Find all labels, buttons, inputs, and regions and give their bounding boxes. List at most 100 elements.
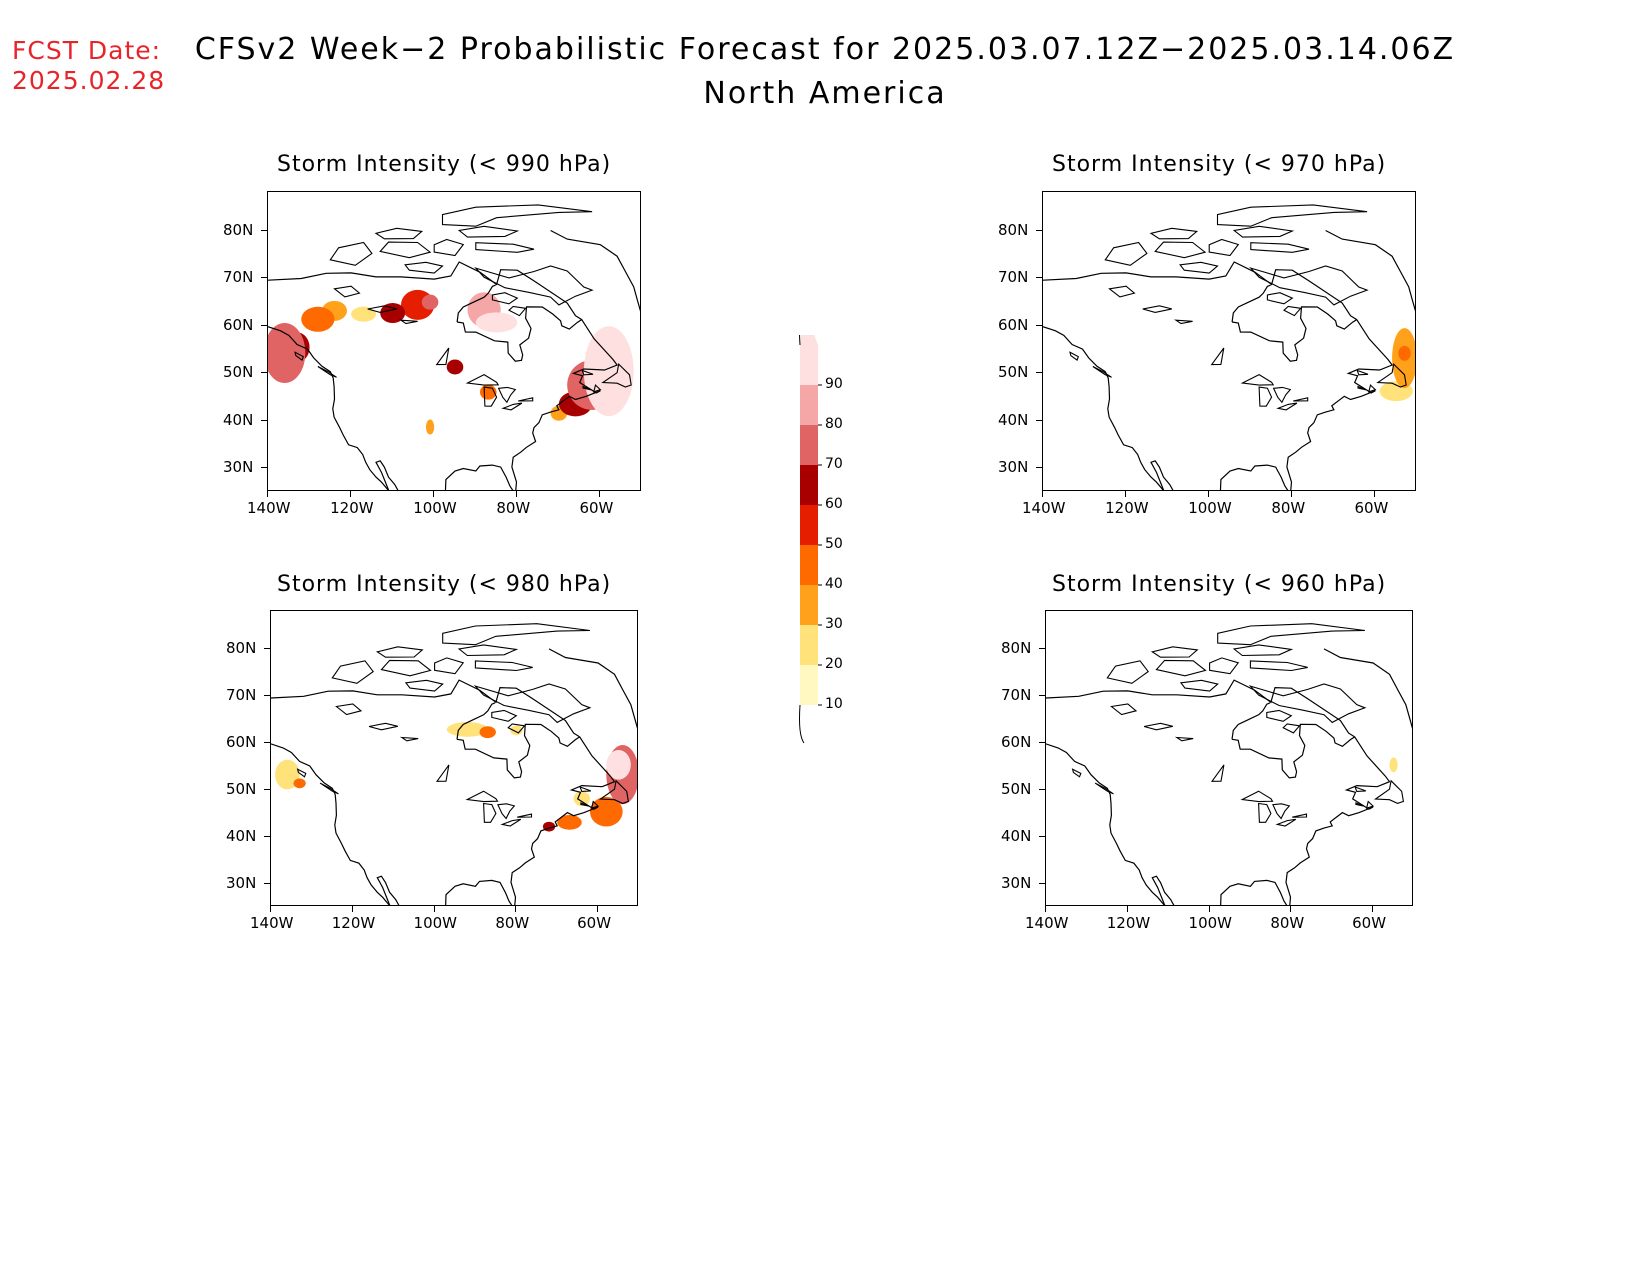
latitude-tick-label: 60N [223,315,254,334]
coastline [457,306,583,362]
coastline [1150,460,1174,490]
probability-region [268,323,306,384]
longitude-tick [1372,906,1374,912]
latitude-tick [264,648,270,650]
latitude-tick-label: 50N [1001,779,1032,798]
longitude-tick-label: 80W [1270,914,1305,932]
longitude-tick-label: 100W [413,499,457,517]
island-or-lake-outline [1293,397,1309,402]
colorbar-label: 50 [825,536,843,552]
colorbar-segment [800,585,818,625]
longitude-tick [350,491,352,497]
coastline [548,648,637,729]
longitude-tick-label: 60W [1352,914,1387,932]
map-970 [1042,191,1416,491]
island-or-lake-outline [518,397,534,402]
latitude-tick [264,695,270,697]
island-or-lake-outline [433,238,465,257]
latitude-tick-label: 40N [226,826,257,845]
colorbar-label: 70 [825,456,843,472]
longitude-tick-label: 80W [496,499,531,517]
longitude-tick [1126,906,1128,912]
coastline [445,879,513,905]
colorbar-label: 40 [825,576,843,592]
island-or-lake-outline [368,722,398,731]
island-or-lake-outline [501,402,523,411]
probability-region [1398,345,1411,361]
coastline [1046,743,1165,905]
colorbar-label: 60 [825,496,843,512]
latitude-tick-label: 80N [226,639,257,658]
longitude-tick-label: 100W [413,914,458,932]
colorbar-segment [800,345,818,385]
island-or-lake-outline [582,385,592,391]
probability-region [275,759,300,790]
island-or-lake-outline [329,241,373,266]
island-or-lake-outline [1069,351,1079,361]
colorbar-segment [800,665,818,705]
coastline [271,679,616,905]
probability-region [293,778,306,789]
island-or-lake-outline [1209,657,1240,675]
colorbar-segment [800,505,818,545]
island-or-lake-outline [593,384,602,393]
island-or-lake-outline [441,204,593,227]
probability-region [446,359,464,375]
coastline [456,702,496,740]
latitude-tick-label: 60N [1001,732,1032,751]
latitude-tick-label: 30N [998,458,1029,477]
island-or-lake-outline [1154,241,1207,259]
latitude-tick-label: 80N [1001,639,1032,658]
island-or-lake-outline [1266,709,1293,722]
island-or-lake-outline [1368,384,1377,393]
probability-region [573,791,590,807]
map-canvas [1046,623,1412,905]
island-or-lake-outline [1354,786,1366,792]
coastline [1231,723,1356,779]
island-or-lake-outline [1179,261,1219,274]
colorbar-label: 90 [825,376,843,392]
island-or-lake-outline [1276,402,1298,411]
coastline [375,460,399,490]
probability-region [583,326,634,417]
longitude-tick-label: 120W [330,499,374,517]
colorbar-segment [800,465,818,505]
island-or-lake-outline [379,241,432,259]
island-or-lake-outline [1365,800,1375,810]
probability-region [479,726,496,739]
probability-region [606,750,631,780]
coastline [1231,284,1271,323]
probability-region [1389,757,1398,773]
longitude-tick [351,906,353,912]
island-or-lake-outline [1275,818,1297,827]
colorbar-segment [800,545,818,585]
island-or-lake-outline [497,803,516,820]
island-or-lake-outline [1149,227,1199,240]
island-or-lake-outline [598,779,630,804]
latitude-tick-label: 70N [1001,686,1032,705]
longitude-tick-label: 60W [577,914,612,932]
island-or-lake-outline [590,800,600,810]
longitude-tick-label: 100W [1188,914,1233,932]
probability-region [446,722,488,737]
longitude-tick [267,491,268,497]
latitude-tick [1039,695,1045,697]
island-or-lake-outline [1373,779,1405,804]
latitude-tick-label: 80N [223,220,254,239]
longitude-tick [1208,906,1210,912]
island-or-lake-outline [1258,802,1272,823]
probability-region [301,306,335,332]
latitude-tick-label: 50N [226,779,257,798]
latitude-tick-label: 60N [998,315,1029,334]
latitude-tick-label: 70N [998,268,1029,287]
longitude-tick [433,491,435,497]
latitude-tick [1039,741,1045,743]
island-or-lake-outline [475,242,535,253]
island-or-lake-outline [1104,241,1148,266]
latitude-tick-label: 40N [223,410,254,429]
latitude-tick [1036,277,1042,279]
colorbar [799,306,822,744]
island-or-lake-outline [1250,242,1310,253]
island-or-lake-outline [508,305,527,317]
island-or-lake-outline [1094,782,1114,795]
